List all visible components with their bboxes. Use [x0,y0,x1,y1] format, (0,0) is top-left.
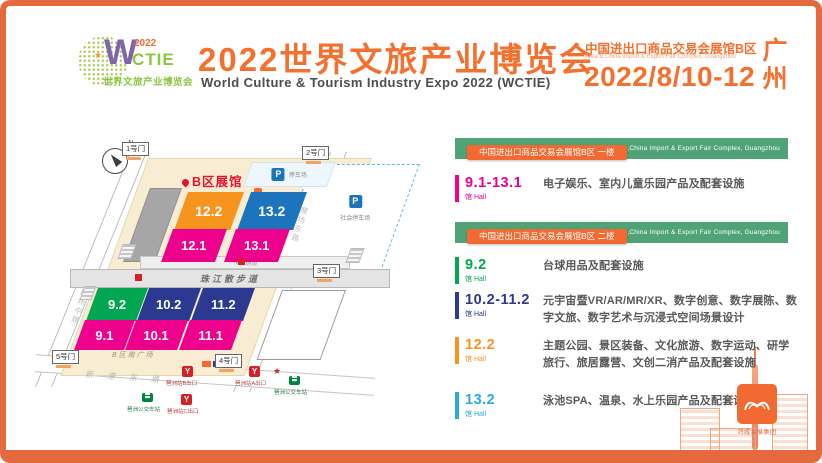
logo-year: 2022 [134,38,157,49]
floor-1-badge: 中国进出口商品交易会展馆B区 一楼 [467,145,627,160]
page-subtitle: World Culture & Tourism Industry Expo 20… [201,75,551,90]
building-graphic [680,408,720,456]
metro-exit-b-label: 琶洲站B出口 [166,381,198,387]
parking-icon: P [271,168,285,181]
gate-1-label: 1号门 [122,142,150,160]
metro-icon: Y [182,366,193,377]
walkway-marker-icon [135,274,142,281]
gate-2-label: 2号门 [302,146,330,164]
hall-range: 9.2 [465,257,487,273]
hall-description: 泳池SPA、温泉、水上乐园产品及配套设施 [543,395,756,407]
logo-ctie-letters: CTIE [132,50,175,69]
hall-label: 13.2 [258,203,286,219]
page-title: 2022世界文旅产业博览会 [198,41,595,78]
south-plaza-label: B区南广场 [112,352,155,359]
venue-name: 中国进出口商品交易会展馆B区 [585,42,757,56]
map-hall-11-1: 11.1 [179,320,242,350]
hall-suffix: 馆 Hall [465,276,487,283]
hall-suffix: 馆 Hall [465,411,487,418]
hall-label: 9.2 [107,297,127,312]
logo-star-icon: ★ [94,50,103,60]
hall-label: 12.1 [181,238,207,253]
hall-label: 11.2 [210,297,236,312]
hall-label: 12.2 [195,203,223,219]
hall-suffix: 馆 Hall [465,311,487,318]
venue-map: 展场中路 展场东路 展场东路 新港东路 N P 停车场 P 社会停车场 B区展 [30,128,452,458]
bus-icon: 〓 [289,376,300,385]
hall-label: 9.1 [95,327,114,343]
organizer-logo [737,384,777,424]
hall-label: 13.1 [244,238,270,253]
hall-label: 10.1 [143,327,170,343]
hall-suffix: 馆 Hall [465,356,487,363]
building-graphic [772,394,808,456]
hall-legend: Area B,China Import & Export Fair Comple… [455,138,800,438]
city-label: 广 州 [760,37,790,93]
hall-label: 10.2 [156,297,182,312]
hall-range: 9.1-13.1 [465,175,523,191]
gate-4-label: 4号门 [215,354,243,372]
star-icon: ★ [273,366,282,376]
east-parking-label: 社会停车场 [340,216,371,222]
bus-icon: 〓 [142,393,153,402]
metro-exit-a-label: 琶洲站A出口 [235,381,267,387]
riverside-walkway: 珠江散步道 [70,269,390,288]
gate-5-label: 5号门 [52,350,80,368]
wings-icon [744,401,770,411]
hall-range: 12.2 [465,337,496,353]
walkway-marker-icon [238,258,245,265]
bus-station-label: 琶洲公交车站 [127,407,161,413]
bus-station-label: 琶洲公交车站 [274,390,308,396]
event-dates: 2022/8/10-12 [584,61,756,92]
area-b-text: B区展馆 [192,175,243,189]
location-pin-icon [180,177,191,188]
orange-marker-icon [202,361,211,367]
globe-logo-icon [78,36,128,86]
map-hall-10-1: 10.1 [125,320,188,350]
organizer-name: 鸿威会展集团 [737,430,777,436]
hall-description: 台球用品及配套设施 [543,260,644,272]
hall-description: 电子娱乐、室内儿童乐园产品及配套设施 [543,178,745,190]
hall-range: 10.2-11.2 [465,292,530,308]
hall-description: 元宇宙暨VR/AR/MR/XR、数字创意、数字展陈、数字文旅、数字艺术与沉浸式空… [543,295,798,324]
hall-suffix: 馆 Hall [465,194,487,201]
tower-antenna-graphic [754,346,756,366]
hall-range: 13.2 [465,392,496,408]
city-char-1: 广 [762,37,788,65]
area-b-label: B区展馆 [180,171,243,190]
parking-icon: P [348,195,362,208]
venue-name-en: Area B,China Import & Export Fair Comple… [585,54,736,60]
walkway-label: 珠江散步道 [199,274,260,284]
city-char-2: 州 [762,65,788,93]
logo-w-letter: W [104,33,138,72]
metro-icon: Y [181,394,192,405]
metro-icon: Y [249,366,260,377]
floor-2-badge: 中国进出口商品交易会展馆B区 二楼 [467,229,627,244]
gate-3-label: 3号门 [313,264,341,282]
metro-exit-c-label: 琶洲站C出口 [167,409,199,415]
north-parking-label: 停车场 [288,173,307,179]
hall-description: 主题公园、景区装备、文化旅游、数字运动、研学旅行、旅居露营、文创二消产品及配套设… [543,340,790,369]
north-parking: P 停车场 [242,162,336,187]
hall-label: 11.1 [198,327,223,343]
logo-chinese-name: 世界文旅产业博览会 [103,77,194,88]
